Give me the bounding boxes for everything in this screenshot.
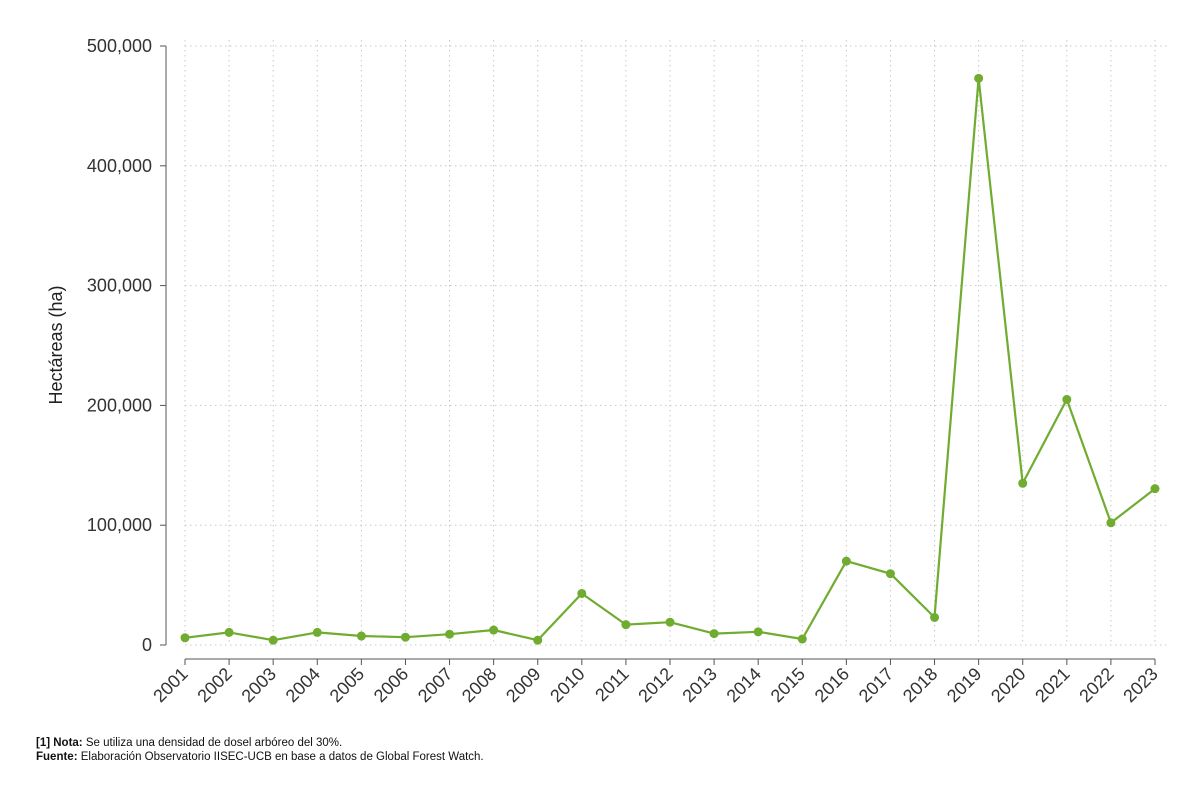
data-point — [1018, 478, 1028, 488]
y-tick-label: 300,000 — [87, 276, 152, 296]
x-tick-label: 2008 — [458, 664, 500, 706]
data-point — [974, 73, 984, 83]
note-label: [1] Nota: — [36, 737, 83, 749]
note-text: Se utiliza una densidad de dosel arbóreo… — [82, 737, 343, 749]
y-tick-label: 500,000 — [87, 36, 152, 56]
x-tick-label: 2005 — [326, 664, 368, 706]
y-tick-label: 100,000 — [87, 515, 152, 535]
data-point — [841, 556, 851, 566]
data-point — [709, 629, 719, 639]
x-tick-label: 2002 — [193, 664, 235, 706]
data-point — [885, 569, 895, 579]
data-point — [930, 612, 940, 622]
data-point — [356, 631, 366, 641]
x-tick-label: 2009 — [502, 664, 544, 706]
x-tick-label: 2019 — [943, 664, 985, 706]
source-line: Fuente: Elaboración Observatorio IISEC-U… — [36, 750, 484, 764]
footer-notes: [1] Nota: Se utiliza una densidad de dos… — [36, 736, 484, 764]
y-axis-label: Hectáreas (ha) — [46, 285, 66, 404]
data-point — [533, 635, 543, 645]
x-tick-label: 2011 — [591, 664, 633, 706]
data-point — [1106, 518, 1116, 528]
y-tick-label: 200,000 — [87, 395, 152, 415]
x-tick-label: 2007 — [414, 664, 456, 706]
data-point — [489, 625, 499, 635]
axes: 0 100,000 200,000 300,000 400,000 500,000 2001… — [87, 36, 1162, 706]
x-tick-label: 2020 — [987, 664, 1029, 706]
x-tick-label: 2023 — [1119, 664, 1161, 706]
source-label: Fuente: — [36, 751, 78, 763]
data-point — [268, 635, 278, 645]
y-tick-label: 400,000 — [87, 156, 152, 176]
x-tick-label: 2021 — [1031, 664, 1073, 706]
x-tick-label: 2013 — [678, 664, 720, 706]
x-tick-label: 2006 — [370, 664, 412, 706]
x-tick-label: 2012 — [634, 664, 676, 706]
data-point — [621, 620, 631, 630]
x-tick-label: 2016 — [811, 664, 853, 706]
data-point — [665, 617, 675, 627]
data-point — [1150, 484, 1160, 494]
x-tick-label: 2004 — [282, 664, 324, 706]
source-text: Elaboración Observatorio IISEC-UCB en ba… — [77, 751, 484, 763]
data-point — [577, 588, 587, 598]
x-tick-label: 2018 — [899, 664, 941, 706]
data-point — [312, 627, 322, 637]
x-tick-label: 2003 — [238, 664, 280, 706]
data-point — [224, 627, 234, 637]
series-layer — [180, 73, 1160, 645]
grid — [184, 40, 1168, 646]
x-tick-label: 2022 — [1075, 664, 1117, 706]
note-line: [1] Nota: Se utiliza una densidad de dos… — [36, 736, 484, 750]
data-point — [180, 633, 190, 643]
x-tick-label: 2014 — [723, 664, 765, 706]
x-tick-label: 2017 — [855, 664, 897, 706]
data-point — [797, 634, 807, 644]
data-point — [400, 632, 410, 642]
data-point — [753, 627, 763, 637]
data-point — [1062, 394, 1072, 404]
data-point — [445, 629, 455, 639]
y-tick-label: 0 — [142, 635, 152, 655]
x-tick-label: 2010 — [546, 664, 588, 706]
x-tick-label: 2015 — [767, 664, 809, 706]
x-tick-label: 2001 — [149, 664, 191, 706]
